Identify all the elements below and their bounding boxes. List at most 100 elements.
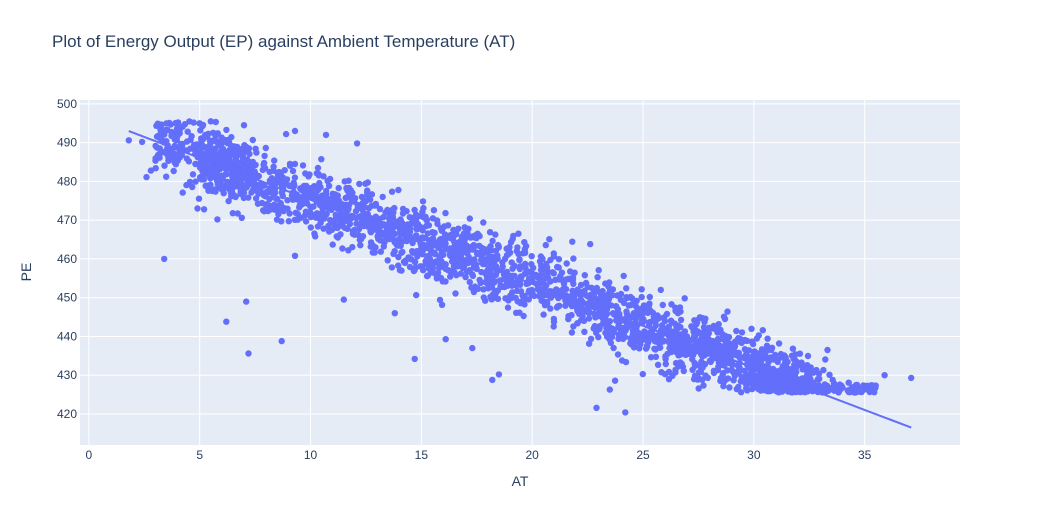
scatter-point bbox=[497, 283, 504, 291]
scatter-point bbox=[804, 352, 812, 360]
y-tick-label: 430 bbox=[57, 368, 77, 382]
scatter-point bbox=[529, 290, 536, 297]
scatter-point bbox=[179, 189, 186, 196]
x-tick-label: 10 bbox=[304, 448, 318, 462]
scatter-point bbox=[235, 173, 242, 180]
scatter-point bbox=[717, 374, 725, 382]
scatter-point bbox=[339, 204, 346, 211]
scatter-point bbox=[726, 384, 733, 391]
scatter-point bbox=[824, 346, 831, 354]
scatter-point bbox=[738, 329, 746, 336]
scatter-point bbox=[196, 164, 204, 171]
scatter-point bbox=[782, 360, 789, 368]
scatter-point bbox=[522, 260, 529, 268]
scatter-point bbox=[860, 384, 867, 391]
scatter-point bbox=[325, 228, 333, 235]
scatter-point bbox=[593, 284, 600, 292]
scatter-point bbox=[668, 301, 675, 308]
scatter-point bbox=[845, 379, 852, 386]
scatter-point bbox=[286, 160, 294, 168]
scatter-point bbox=[314, 164, 322, 172]
scatter-point bbox=[234, 210, 241, 217]
scatter-point bbox=[701, 327, 709, 335]
scatter-point bbox=[491, 279, 498, 286]
scatter-point bbox=[253, 149, 260, 156]
scatter-point bbox=[553, 304, 561, 311]
scatter-point bbox=[200, 176, 208, 183]
scatter-point bbox=[480, 219, 487, 226]
scatter-point bbox=[546, 236, 553, 243]
scatter-point bbox=[400, 258, 408, 265]
scatter-point bbox=[562, 302, 569, 309]
scatter-point bbox=[602, 313, 609, 321]
scatter-point bbox=[494, 252, 501, 259]
scatter-point bbox=[355, 225, 363, 233]
scatter-point bbox=[395, 186, 402, 194]
scatter-point bbox=[547, 294, 555, 301]
scatter-point bbox=[559, 277, 566, 284]
scatter-point bbox=[466, 215, 473, 222]
scatter-point bbox=[756, 358, 763, 365]
chart-title: Plot of Energy Output (EP) against Ambie… bbox=[52, 32, 516, 51]
scatter-point bbox=[461, 224, 468, 231]
scatter-point bbox=[742, 372, 749, 380]
scatter-point bbox=[364, 187, 371, 194]
scatter-point bbox=[610, 344, 617, 352]
scatter-point bbox=[558, 269, 566, 276]
scatter-point bbox=[307, 213, 315, 221]
scatter-point bbox=[298, 186, 305, 194]
scatter-point bbox=[307, 224, 314, 231]
scatter-point bbox=[521, 246, 529, 253]
scatter-point bbox=[403, 237, 410, 245]
scatter-point bbox=[688, 345, 695, 353]
scatter-point bbox=[436, 296, 444, 304]
scatter-point bbox=[606, 279, 613, 286]
scatter-point bbox=[478, 268, 485, 276]
scatter-point bbox=[387, 232, 394, 239]
scatter-point bbox=[229, 210, 236, 217]
scatter-point bbox=[372, 200, 379, 208]
scatter-point bbox=[319, 205, 326, 212]
scatter-point bbox=[474, 285, 481, 292]
scatter-point bbox=[163, 138, 170, 145]
scatter-point bbox=[690, 328, 697, 336]
scatter-point bbox=[490, 262, 497, 269]
scatter-point bbox=[173, 156, 180, 163]
scatter-point bbox=[715, 321, 722, 328]
scatter-point bbox=[339, 245, 346, 252]
scatter-point bbox=[654, 361, 662, 368]
scatter-point bbox=[594, 274, 601, 281]
scatter-point bbox=[519, 298, 526, 305]
scatter-point bbox=[228, 193, 235, 200]
y-tick-label: 490 bbox=[57, 136, 77, 150]
scatter-point bbox=[487, 268, 494, 275]
scatter-point bbox=[409, 248, 416, 255]
scatter-point bbox=[762, 352, 769, 360]
x-tick-label: 20 bbox=[526, 448, 540, 462]
y-tick-label: 480 bbox=[57, 174, 77, 188]
scatter-point bbox=[645, 303, 652, 310]
scatter-point bbox=[593, 404, 600, 411]
scatter-point bbox=[438, 258, 445, 265]
scatter-point bbox=[774, 377, 781, 384]
y-axis-label: PE bbox=[18, 263, 34, 282]
scatter-point bbox=[419, 227, 426, 234]
scatter-point bbox=[454, 255, 461, 263]
scatter-point bbox=[604, 318, 611, 326]
scatter-point bbox=[540, 311, 547, 318]
scatter-point bbox=[388, 210, 395, 218]
scatter-point bbox=[233, 159, 240, 167]
scatter-point bbox=[697, 368, 704, 376]
x-tick-label: 15 bbox=[415, 448, 429, 462]
scatter-point bbox=[570, 255, 577, 262]
scatter-point bbox=[200, 169, 207, 176]
scatter-point bbox=[442, 336, 449, 343]
scatter-point bbox=[353, 220, 360, 227]
scatter-point bbox=[621, 333, 629, 341]
scatter-point bbox=[228, 142, 235, 149]
scatter-point bbox=[700, 382, 707, 389]
scatter-point bbox=[714, 366, 722, 374]
scatter-point bbox=[270, 193, 277, 200]
y-tick-label: 420 bbox=[57, 407, 77, 421]
scatter-point bbox=[775, 340, 783, 347]
